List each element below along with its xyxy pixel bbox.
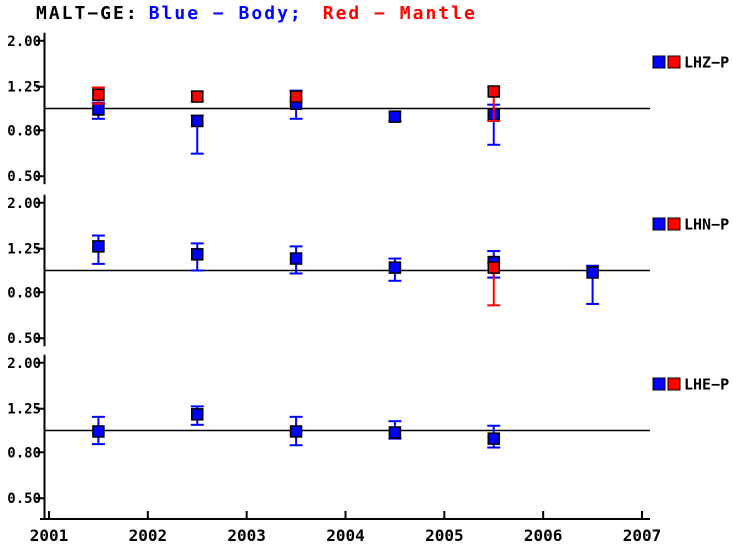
marker-body	[92, 103, 105, 116]
x-tick-label: 2006	[524, 526, 563, 545]
marker-mantle	[191, 90, 204, 103]
panel-lhe-p: 2.00 1.25 0.80 0.50 LHE−P	[7, 354, 729, 519]
marker-body	[388, 426, 402, 439]
x-tick-label: 2005	[425, 526, 464, 545]
title-prefix: MALT−GE:	[36, 3, 139, 24]
legend-swatch-body-lhe-p	[652, 377, 666, 391]
legend-label-lhz-p: LHZ−P	[684, 54, 729, 72]
y-tick-label-lhe-p: 0.80	[7, 445, 41, 461]
marker-body	[191, 408, 204, 421]
legend-label-lhn-p: LHN−P	[684, 216, 729, 234]
legend-swatch-mantle-lhz-p	[667, 55, 681, 69]
marker-body	[92, 425, 105, 438]
marker-mantle	[289, 90, 303, 103]
marker-body	[191, 114, 204, 128]
marker-body	[388, 261, 402, 274]
series-mantle-lhz-p	[91, 85, 501, 122]
y-tick-label-lhz-p: 1.25	[7, 80, 41, 96]
x-tick-label: 2004	[326, 526, 365, 545]
legend-swatch-mantle-lhe-p	[667, 377, 681, 391]
series-mantle-lhn-p	[487, 261, 501, 307]
legend-swatch-body-lhn-p	[652, 217, 666, 231]
marker-body	[289, 252, 303, 265]
y-tick-label-lhz-p: 0.50	[7, 169, 41, 185]
x-tick-label: 2002	[129, 526, 168, 545]
marker-body	[487, 432, 500, 445]
legend-label-lhe-p: LHE−P	[684, 376, 729, 394]
y-tick-label-lhe-p: 2.00	[7, 356, 41, 372]
panel-lhn-p: 2.00 1.25 0.80 0.50 LHN−P	[7, 194, 729, 347]
series-body-lhe-p	[91, 405, 501, 449]
y-tick-label-lhn-p: 0.50	[7, 331, 41, 347]
marker-mantle	[92, 88, 105, 102]
legend-swatch-mantle-lhn-p	[667, 217, 681, 231]
chart-title: MALT−GE: Blue − Body; Red − Mantle	[36, 3, 477, 24]
marker-body	[289, 425, 303, 438]
y-tick-label-lhe-p: 1.25	[7, 402, 41, 418]
marker-mantle	[487, 85, 500, 98]
marker-body	[92, 240, 105, 253]
y-tick-label-lhn-p: 1.25	[7, 242, 41, 258]
marker-body	[586, 266, 599, 279]
panel-lhz-p: 2.00 1.25 0.80 0.50 LHZ−P	[7, 32, 729, 185]
marker-body	[388, 110, 402, 123]
y-tick-label-lhz-p: 0.80	[7, 123, 41, 139]
marker-mantle	[487, 261, 500, 274]
y-tick-label-lhe-p: 0.50	[7, 491, 41, 507]
y-tick-label-lhn-p: 0.80	[7, 285, 41, 301]
x-tick-label: 2003	[227, 526, 266, 545]
y-tick-label-lhz-p: 2.00	[7, 34, 41, 50]
x-tick-label: 2001	[30, 526, 69, 545]
title-blue-label: Blue − Body;	[148, 3, 303, 24]
legend-swatch-body-lhz-p	[652, 55, 666, 69]
marker-body	[191, 248, 204, 261]
y-tick-label-lhn-p: 2.00	[7, 196, 41, 212]
title-red-label: Red − Mantle	[322, 3, 477, 24]
x-tick-label: 2007	[623, 526, 662, 545]
